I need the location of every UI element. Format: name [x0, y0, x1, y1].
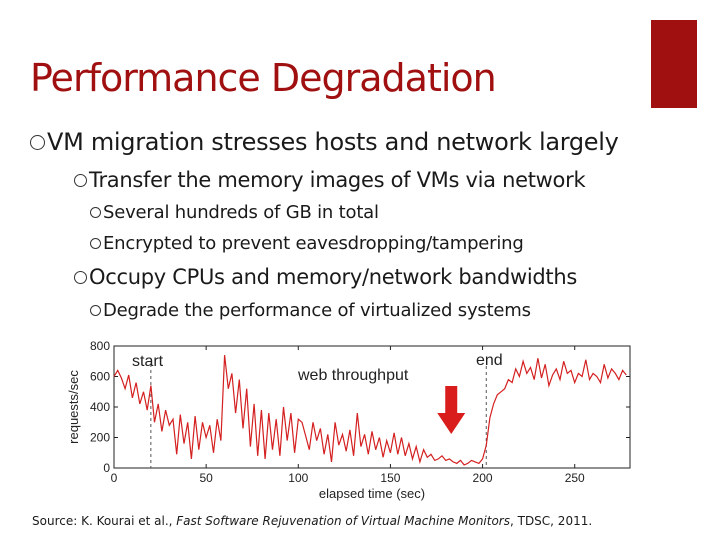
slide-title: Performance Degradation: [30, 56, 497, 100]
source-title: Fast Software Rejuvenation of Virtual Ma…: [176, 514, 510, 528]
bullet-text: Encrypted to prevent eavesdropping/tampe…: [103, 233, 524, 254]
arrow-head: [437, 413, 466, 434]
arrow-shaft: [445, 386, 458, 414]
bullet-level2: Occupy CPUs and memory/network bandwidth…: [74, 265, 577, 289]
bullet-text: VM migration stresses hosts and network …: [47, 128, 619, 156]
y-axis-label: requests/sec: [66, 370, 81, 444]
series-label: web throughput: [297, 367, 409, 384]
bullet-text: Transfer the memory images of VMs via ne…: [89, 168, 586, 192]
bullet-circle-icon: [90, 207, 101, 218]
bullet-text: Several hundreds of GB in total: [103, 202, 379, 223]
down-arrow-icon: [437, 386, 466, 434]
y-tick-label: 800: [90, 339, 110, 353]
start-label: start: [132, 353, 164, 370]
y-tick-label: 0: [103, 461, 110, 475]
bullet-text: Occupy CPUs and memory/network bandwidth…: [89, 265, 577, 289]
x-tick-label: 100: [288, 471, 308, 485]
source-suffix: , TDSC, 2011.: [509, 514, 593, 528]
x-axis-label: elapsed time (sec): [319, 486, 425, 501]
throughput-series-line: [113, 355, 627, 466]
bullet-circle-icon: [74, 173, 87, 187]
x-tick-label: 250: [565, 471, 585, 485]
bullet-level1: VM migration stresses hosts and network …: [30, 128, 619, 156]
source-prefix: Source: K. Kourai et al.,: [32, 514, 173, 528]
y-tick-label: 200: [90, 431, 110, 445]
bullet-circle-icon: [90, 238, 101, 249]
bullet-circle-icon: [74, 270, 87, 284]
source-citation: Source: K. Kourai et al., Fast Software …: [32, 514, 592, 528]
bullet-circle-icon: [30, 134, 45, 150]
y-tick-label: 400: [90, 400, 110, 414]
bullet-level3: Several hundreds of GB in total: [90, 202, 379, 223]
bullet-level3: Encrypted to prevent eavesdropping/tampe…: [90, 233, 524, 254]
x-tick-label: 150: [380, 471, 400, 485]
bullet-level3: Degrade the performance of virtualized s…: [90, 300, 531, 321]
plot-frame: [113, 345, 631, 469]
bullet-level2: Transfer the memory images of VMs via ne…: [74, 168, 586, 192]
x-tick-label: 0: [111, 471, 118, 485]
bullet-circle-icon: [90, 305, 101, 316]
x-tick-label: 50: [199, 471, 213, 485]
x-tick-label: 200: [473, 471, 493, 485]
bullet-text: Degrade the performance of virtualized s…: [103, 300, 531, 321]
end-label: end: [476, 352, 503, 369]
y-tick-label: 600: [90, 370, 110, 384]
accent-block: [651, 20, 697, 108]
